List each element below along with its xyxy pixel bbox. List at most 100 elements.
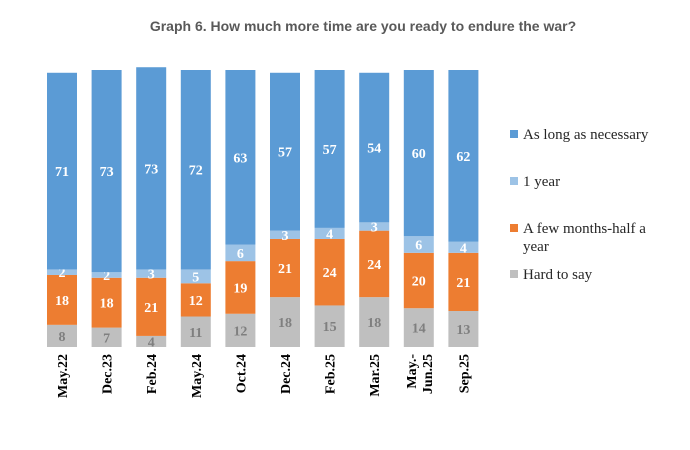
legend-label-1-year: 1 year bbox=[523, 174, 560, 190]
data-label-a-few-months-half-a-year-dec-24: 21 bbox=[278, 262, 292, 277]
data-label-hard-to-say-oct-24: 12 bbox=[233, 324, 247, 339]
bar-as-long-as-necessary-dec-23 bbox=[91, 70, 122, 273]
bar-a-few-months-half-a-year-dec-24 bbox=[270, 238, 300, 298]
data-label-a-few-months-half-a-year-sep-25: 21 bbox=[456, 276, 470, 291]
category-label-may-22: May.22 bbox=[56, 354, 71, 398]
bar-1-year-may-22 bbox=[47, 269, 77, 275]
category-label-feb-25: Feb.25 bbox=[324, 354, 339, 394]
bar-1-year-dec-24 bbox=[270, 230, 300, 239]
category-label-text: Oct.24 bbox=[234, 354, 249, 393]
bar-hard-to-say-feb-25 bbox=[314, 305, 345, 347]
category-label-text: Feb.24 bbox=[145, 354, 160, 394]
legend-label-as-long-as-necessary: As long as necessary bbox=[523, 127, 649, 143]
category-label-text: Sep.25 bbox=[457, 354, 472, 393]
bars-group: 8182717182734213731112572121966318213571… bbox=[47, 67, 479, 350]
bar-hard-to-say-dec-23 bbox=[91, 327, 122, 347]
data-label-hard-to-say-may-jun-25: 14 bbox=[412, 322, 426, 337]
data-label-hard-to-say-may-22: 8 bbox=[59, 330, 66, 345]
category-label-text: Dec.24 bbox=[279, 354, 294, 394]
bar-as-long-as-necessary-may-jun-25 bbox=[403, 70, 434, 237]
bar-as-long-as-necessary-may-24 bbox=[180, 70, 211, 270]
data-label-as-long-as-necessary-mar-25: 54 bbox=[367, 142, 381, 157]
bar-as-long-as-necessary-dec-24 bbox=[270, 72, 300, 231]
bar-as-long-as-necessary-may-22 bbox=[47, 72, 77, 270]
bar-hard-to-say-dec-24 bbox=[270, 297, 300, 347]
data-label-1-year-feb-25: 4 bbox=[326, 227, 333, 242]
data-label-as-long-as-necessary-sep-25: 62 bbox=[456, 150, 470, 165]
data-label-1-year-dec-24: 3 bbox=[282, 229, 289, 244]
bar-a-few-months-half-a-year-dec-23 bbox=[91, 277, 122, 328]
category-label-sep-25: Sep.25 bbox=[457, 354, 472, 393]
data-label-1-year-sep-25: 4 bbox=[460, 241, 467, 256]
data-label-a-few-months-half-a-year-feb-25: 24 bbox=[323, 266, 337, 281]
data-label-hard-to-say-feb-25: 15 bbox=[323, 320, 337, 335]
data-label-a-few-months-half-a-year-oct-24: 19 bbox=[233, 281, 247, 296]
data-label-a-few-months-half-a-year-may-jun-25: 20 bbox=[412, 275, 426, 290]
category-label-text: Dec.23 bbox=[101, 354, 116, 394]
bar-a-few-months-half-a-year-oct-24 bbox=[225, 261, 256, 314]
category-label-text: May.- bbox=[405, 354, 420, 389]
bar-hard-to-say-oct-24 bbox=[225, 313, 256, 347]
data-label-as-long-as-necessary-dec-24: 57 bbox=[278, 146, 292, 161]
legend: As long as necessary 1 year A few months-h… bbox=[510, 127, 649, 283]
data-label-as-long-as-necessary-may-jun-25: 60 bbox=[412, 147, 426, 162]
category-label-feb-24: Feb.24 bbox=[145, 354, 160, 394]
category-label-text: May.24 bbox=[190, 354, 205, 398]
bar-as-long-as-necessary-oct-24 bbox=[225, 70, 256, 245]
bar-hard-to-say-feb-24 bbox=[136, 335, 167, 347]
data-label-hard-to-say-dec-23: 7 bbox=[103, 331, 110, 346]
data-label-a-few-months-half-a-year-dec-23: 18 bbox=[100, 297, 114, 312]
category-label-text: Jun.25 bbox=[421, 354, 436, 394]
data-label-a-few-months-half-a-year-feb-24: 21 bbox=[144, 301, 158, 316]
bar-1-year-dec-23 bbox=[91, 272, 122, 278]
bar-hard-to-say-may-24 bbox=[180, 316, 211, 347]
bar-as-long-as-necessary-feb-25 bbox=[314, 70, 345, 228]
data-label-a-few-months-half-a-year-may-22: 18 bbox=[55, 294, 69, 309]
category-labels: May.22 Dec.23 Feb.24 May.24 Oct.24 Dec.24 Feb.… bbox=[56, 354, 472, 398]
legend-label-a-few-months-half-a-year: A few months-half a bbox=[523, 221, 646, 237]
data-label-as-long-as-necessary-dec-23: 73 bbox=[100, 165, 114, 180]
legend-swatch-hard-to-say bbox=[510, 270, 518, 278]
category-label-text: May.22 bbox=[56, 354, 71, 398]
data-label-1-year-oct-24: 6 bbox=[237, 247, 244, 262]
bar-a-few-months-half-a-year-feb-24 bbox=[136, 277, 167, 336]
bar-1-year-may-jun-25 bbox=[403, 236, 434, 253]
category-label-oct-24: Oct.24 bbox=[234, 354, 249, 393]
bar-as-long-as-necessary-sep-25 bbox=[448, 70, 479, 242]
bar-a-few-months-half-a-year-feb-25 bbox=[314, 238, 345, 306]
bar-1-year-mar-25 bbox=[359, 222, 390, 231]
bar-as-long-as-necessary-mar-25 bbox=[359, 72, 390, 223]
bar-hard-to-say-mar-25 bbox=[359, 297, 390, 347]
data-label-hard-to-say-dec-24: 18 bbox=[278, 316, 292, 331]
legend-label-a-few-months-half-a-year: year bbox=[523, 239, 549, 255]
data-label-as-long-as-necessary-feb-24: 73 bbox=[144, 162, 158, 177]
bar-1-year-may-24 bbox=[180, 269, 211, 284]
bar-hard-to-say-sep-25 bbox=[448, 310, 479, 347]
data-label-hard-to-say-sep-25: 13 bbox=[456, 323, 470, 338]
category-label-dec-23: Dec.23 bbox=[101, 354, 116, 394]
category-label-may-24: May.24 bbox=[190, 354, 205, 398]
data-label-1-year-dec-23: 2 bbox=[103, 269, 110, 284]
data-label-as-long-as-necessary-feb-25: 57 bbox=[323, 143, 337, 158]
data-label-a-few-months-half-a-year-mar-25: 24 bbox=[367, 258, 381, 273]
data-label-hard-to-say-mar-25: 18 bbox=[367, 316, 381, 331]
category-label-mar-25: Mar.25 bbox=[368, 354, 383, 397]
category-label-may-jun-25: May.- Jun.25 bbox=[405, 354, 436, 394]
chart-title: Graph 6. How much more time are you read… bbox=[150, 18, 576, 34]
data-label-hard-to-say-may-24: 11 bbox=[189, 326, 202, 341]
data-label-1-year-may-jun-25: 6 bbox=[415, 239, 422, 254]
bar-1-year-sep-25 bbox=[448, 241, 479, 253]
data-label-as-long-as-necessary-may-24: 72 bbox=[189, 164, 203, 179]
data-label-1-year-feb-24: 3 bbox=[148, 268, 155, 283]
category-label-text: Mar.25 bbox=[368, 354, 383, 397]
bar-as-long-as-necessary-feb-24 bbox=[136, 67, 167, 270]
data-label-as-long-as-necessary-may-22: 71 bbox=[55, 165, 69, 180]
bar-1-year-feb-25 bbox=[314, 227, 345, 239]
data-label-1-year-may-22: 2 bbox=[59, 266, 66, 281]
bar-a-few-months-half-a-year-mar-25 bbox=[359, 230, 390, 298]
legend-label-hard-to-say: Hard to say bbox=[523, 267, 593, 283]
data-label-hard-to-say-feb-24: 4 bbox=[148, 335, 155, 350]
bar-a-few-months-half-a-year-may-24 bbox=[180, 283, 211, 317]
bar-hard-to-say-may-22 bbox=[47, 324, 77, 347]
